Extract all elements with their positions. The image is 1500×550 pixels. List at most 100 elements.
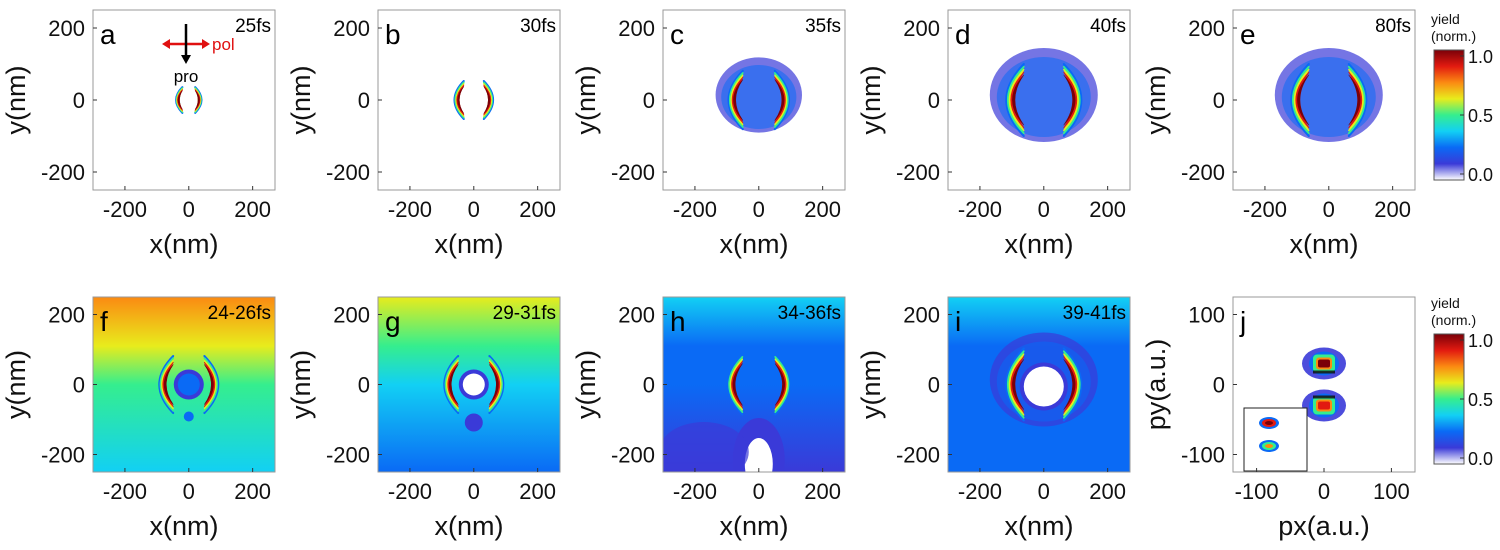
- ylabel-g: y(nm): [286, 350, 316, 419]
- ytick-label: 200: [1188, 16, 1225, 41]
- ytick-label: 200: [618, 16, 655, 41]
- panel-label-f: f: [100, 306, 108, 337]
- ylabel-h: y(nm): [571, 350, 601, 419]
- ytick-label: 200: [618, 303, 655, 328]
- heatmap-h: [663, 297, 845, 472]
- xtick-label: 200: [1089, 479, 1126, 504]
- xtick-label: 0: [1038, 197, 1050, 222]
- colorbar-tick: 0.0: [1468, 449, 1493, 469]
- ytick-label: -200: [611, 443, 655, 468]
- colorbar-title: yield: [1431, 295, 1460, 311]
- xtick-label: 0: [468, 197, 480, 222]
- ytick-label: -200: [896, 443, 940, 468]
- xlabel-e: x(nm): [1290, 229, 1359, 259]
- xtick-label: 200: [804, 479, 841, 504]
- ylabel-d: y(nm): [856, 66, 886, 135]
- panel-label-g: g: [385, 306, 401, 337]
- panel-label-e: e: [1240, 19, 1256, 50]
- ytick-label: 0: [73, 88, 85, 113]
- ytick-label: -200: [41, 443, 85, 468]
- colorbar-gradient: [1433, 49, 1465, 181]
- heatmap-a: [93, 10, 275, 190]
- pro-label: pro: [174, 67, 199, 86]
- colorbar-title: yield: [1431, 11, 1460, 27]
- ylabel-b: y(nm): [286, 66, 316, 135]
- pol-label: pol: [212, 35, 235, 54]
- time-label-b: 30fs: [520, 16, 556, 37]
- ytick-label: 200: [903, 303, 940, 328]
- xtick-label: -200: [103, 197, 147, 222]
- xlabel-b: x(nm): [435, 229, 504, 259]
- xtick-label: -200: [388, 197, 432, 222]
- heatmap-f: [93, 297, 275, 472]
- time-label-h: 34-36fs: [778, 303, 841, 324]
- heatmap-i: [948, 297, 1130, 472]
- xtick-label: -200: [103, 479, 147, 504]
- heatmap-d: [948, 10, 1130, 190]
- ytick-label: 200: [333, 16, 370, 41]
- xlabel-g: x(nm): [435, 511, 504, 541]
- time-label-a: 25fs: [235, 16, 271, 37]
- ylabel-j: py(a.u.): [1141, 339, 1171, 431]
- heatmap-b: [378, 10, 560, 190]
- colorbar-1: yield(norm.) 1.0 0.5 0.0: [1431, 11, 1493, 185]
- xtick-label: 200: [1374, 197, 1411, 222]
- xtick-label: -200: [958, 197, 1002, 222]
- ytick-label: -200: [896, 160, 940, 185]
- time-label-g: 29-31fs: [493, 303, 556, 324]
- colorbar-tick: 1.0: [1468, 47, 1493, 67]
- xtick-label: 0: [468, 479, 480, 504]
- xlabel-f: x(nm): [150, 511, 219, 541]
- ytick-label: -200: [1181, 160, 1225, 185]
- time-label-i: 39-41fs: [1063, 303, 1126, 324]
- ytick-label: -200: [41, 160, 85, 185]
- xtick-label: -100: [1235, 479, 1279, 504]
- xlabel-i: x(nm): [1005, 511, 1074, 541]
- colorbar-tick: 0.0: [1468, 165, 1493, 185]
- ytick-label: -200: [326, 443, 370, 468]
- ytick-label: 0: [1213, 373, 1225, 398]
- xtick-label: 0: [753, 197, 765, 222]
- panel-label-b: b: [385, 19, 401, 50]
- xtick-label: 0: [183, 197, 195, 222]
- colorbar-tick: 1.0: [1468, 331, 1493, 351]
- xtick-label: -200: [388, 479, 432, 504]
- ytick-label: 0: [928, 88, 940, 113]
- ytick-label: 0: [928, 373, 940, 398]
- heatmap-c: [663, 10, 845, 190]
- ytick-label: 0: [1213, 88, 1225, 113]
- xtick-label: 200: [519, 197, 556, 222]
- time-label-d: 40fs: [1090, 16, 1126, 37]
- ytick-label: 100: [1188, 303, 1225, 328]
- colorbar-title: (norm.): [1431, 312, 1476, 328]
- colorbar-gradient: [1433, 333, 1465, 465]
- ylabel-c: y(nm): [571, 66, 601, 135]
- ytick-label: 0: [643, 88, 655, 113]
- xtick-label: -200: [673, 479, 717, 504]
- xlabel-h: x(nm): [720, 511, 789, 541]
- colorbar-tick: 0.5: [1468, 390, 1493, 410]
- inset-j: [1243, 407, 1308, 472]
- xtick-label: 0: [1323, 197, 1335, 222]
- colorbar-title: (norm.): [1431, 28, 1476, 44]
- time-label-e: 80fs: [1375, 16, 1411, 37]
- ytick-label: -200: [326, 160, 370, 185]
- colorbars: yield(norm.)1.00.50.0yield(norm.)1.00.50…: [1431, 11, 1493, 469]
- ytick-label: 0: [643, 373, 655, 398]
- xtick-label: 0: [183, 479, 195, 504]
- xtick-label: 200: [519, 479, 556, 504]
- time-label-c: 35fs: [805, 16, 841, 37]
- panel-label-i: i: [955, 306, 961, 337]
